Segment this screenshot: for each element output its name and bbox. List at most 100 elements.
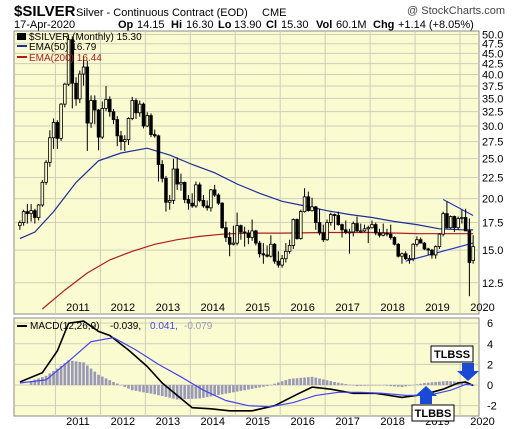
histogram-bar <box>378 385 381 386</box>
candle <box>325 219 329 241</box>
candle <box>377 228 382 238</box>
candle <box>336 211 341 226</box>
histogram-bar <box>441 381 445 386</box>
histogram-bar <box>202 385 205 398</box>
histogram-bar <box>127 385 130 389</box>
histogram-bar <box>37 378 40 386</box>
histogram-bar <box>153 385 157 395</box>
histogram-bar <box>138 385 142 392</box>
candle-body <box>463 217 468 232</box>
histogram-bar <box>340 383 344 386</box>
candle <box>299 209 303 240</box>
candle <box>332 213 337 230</box>
candle <box>119 130 123 151</box>
candle-body <box>415 239 419 245</box>
macd-x-tick-labels: 2011 2012 2013 2014 2015 2016 2017 2018 2019 2020 <box>66 416 495 428</box>
histogram-bar <box>381 385 385 386</box>
candle <box>433 245 438 259</box>
histogram-bar <box>445 380 449 386</box>
histogram-bar <box>33 379 37 386</box>
histogram-bar <box>374 385 378 386</box>
candle <box>171 158 176 205</box>
candle <box>456 216 460 230</box>
histogram-bar <box>59 365 63 386</box>
histogram-bar <box>160 385 164 397</box>
candle <box>471 235 475 264</box>
histogram-bar <box>415 384 419 386</box>
histogram-bar <box>179 385 183 400</box>
histogram-bar <box>100 376 104 386</box>
low-label: Lo <box>218 19 232 31</box>
histogram-bar <box>183 385 187 400</box>
candle-body <box>186 199 191 204</box>
histogram-bar <box>423 382 426 386</box>
candle-body <box>448 216 453 229</box>
histogram-bar <box>78 361 82 386</box>
candle-body <box>265 254 269 257</box>
histogram-bar <box>119 385 123 386</box>
macd-x-tick-label: 2018 <box>380 416 404 428</box>
candle-body <box>366 227 370 230</box>
candle-body <box>441 213 445 235</box>
candle-body <box>40 181 45 206</box>
legend-ema50-label: EMA(50) 16.79 <box>29 42 97 53</box>
tlbss-label: TLBSS <box>434 349 470 361</box>
histogram-bar <box>209 385 213 397</box>
histogram-bar <box>239 385 243 391</box>
price-y-tick-label: 47.5 <box>482 39 503 51</box>
candle-body <box>18 222 22 227</box>
candle <box>430 248 434 259</box>
candle-body <box>385 232 389 235</box>
price-x-tick-label: 2012 <box>111 302 135 314</box>
macd-legend-hist-value: -0.079 <box>184 321 213 332</box>
price-y-tick-label: 37.5 <box>482 81 503 93</box>
price-x-tick-label: 2019 <box>425 302 449 314</box>
histogram-bar <box>217 385 220 396</box>
candle <box>355 216 359 232</box>
candle-body <box>194 184 198 207</box>
candle-body <box>471 246 475 261</box>
candle-body <box>96 109 101 138</box>
candle-body <box>325 222 329 241</box>
histogram-bar <box>385 385 389 386</box>
macd-legend: MACD(12,26,9) -0.039, 0.041, -0.079 <box>17 321 213 332</box>
histogram-bar <box>198 385 202 399</box>
candle-body <box>93 100 97 111</box>
histogram-bar <box>130 385 134 391</box>
candle <box>130 96 134 121</box>
tlbss-arrow-icon <box>457 363 479 381</box>
price-x-tick-label: 2015 <box>245 302 269 314</box>
price-y-tick-label: 12.5 <box>482 278 503 290</box>
candle-body <box>422 242 427 250</box>
candle <box>246 229 251 245</box>
candle <box>156 134 161 182</box>
legend-price-swatch <box>17 33 26 40</box>
candle <box>104 86 108 112</box>
candle-body <box>59 103 63 139</box>
candle-body <box>351 223 356 233</box>
candle <box>265 245 269 258</box>
candle <box>48 130 52 167</box>
candle <box>126 117 131 145</box>
candle <box>235 212 239 246</box>
histogram-bar <box>213 385 217 396</box>
candle-body <box>182 181 187 200</box>
candle <box>224 221 228 242</box>
histogram-bar <box>408 385 411 386</box>
histogram-bar <box>63 363 67 386</box>
candle-body <box>452 216 457 229</box>
price-y-tick-label: 27.5 <box>482 137 503 149</box>
candle <box>227 231 232 257</box>
price-x-tick-label: 2016 <box>290 302 314 314</box>
candle-body <box>235 225 239 244</box>
candle-body <box>250 230 254 238</box>
macd-histogram <box>29 360 475 400</box>
histogram-bar <box>157 385 160 396</box>
candle <box>261 243 266 264</box>
histogram-bar <box>314 377 318 386</box>
histogram-bar <box>310 376 314 386</box>
price-y-tick-label: 40.0 <box>482 70 503 82</box>
price-x-tick-label: 2017 <box>335 302 359 314</box>
candle-body <box>152 134 157 137</box>
macd-y-tick-label: 4 <box>487 339 493 351</box>
